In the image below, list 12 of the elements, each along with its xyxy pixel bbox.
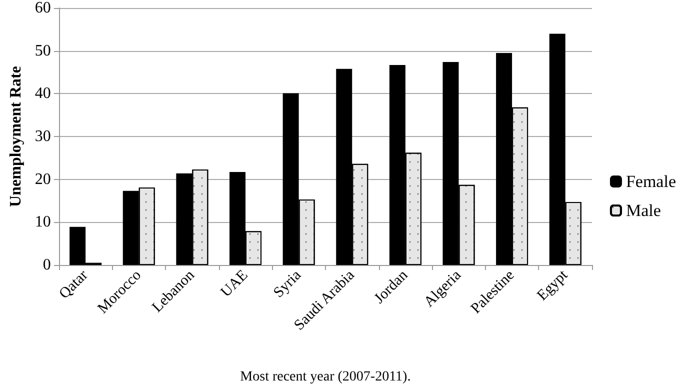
x-axis-title: Most recent year (2007-2011). xyxy=(240,370,411,384)
y-tick-label: 10 xyxy=(34,214,51,231)
y-axis-title: Unemployment Rate xyxy=(8,66,24,207)
x-tick-label: Syria xyxy=(270,267,305,302)
y-tick-label: 0 xyxy=(42,256,51,274)
legend-label: Female xyxy=(626,172,676,191)
y-tick-label: 20 xyxy=(34,170,51,188)
y-tick-label: 50 xyxy=(34,42,51,60)
y-tick-label: 30 xyxy=(34,128,51,145)
y-tick-label: 40 xyxy=(34,85,51,102)
legend-label: Male xyxy=(626,201,661,220)
y-tick-label: 60 xyxy=(34,0,51,16)
